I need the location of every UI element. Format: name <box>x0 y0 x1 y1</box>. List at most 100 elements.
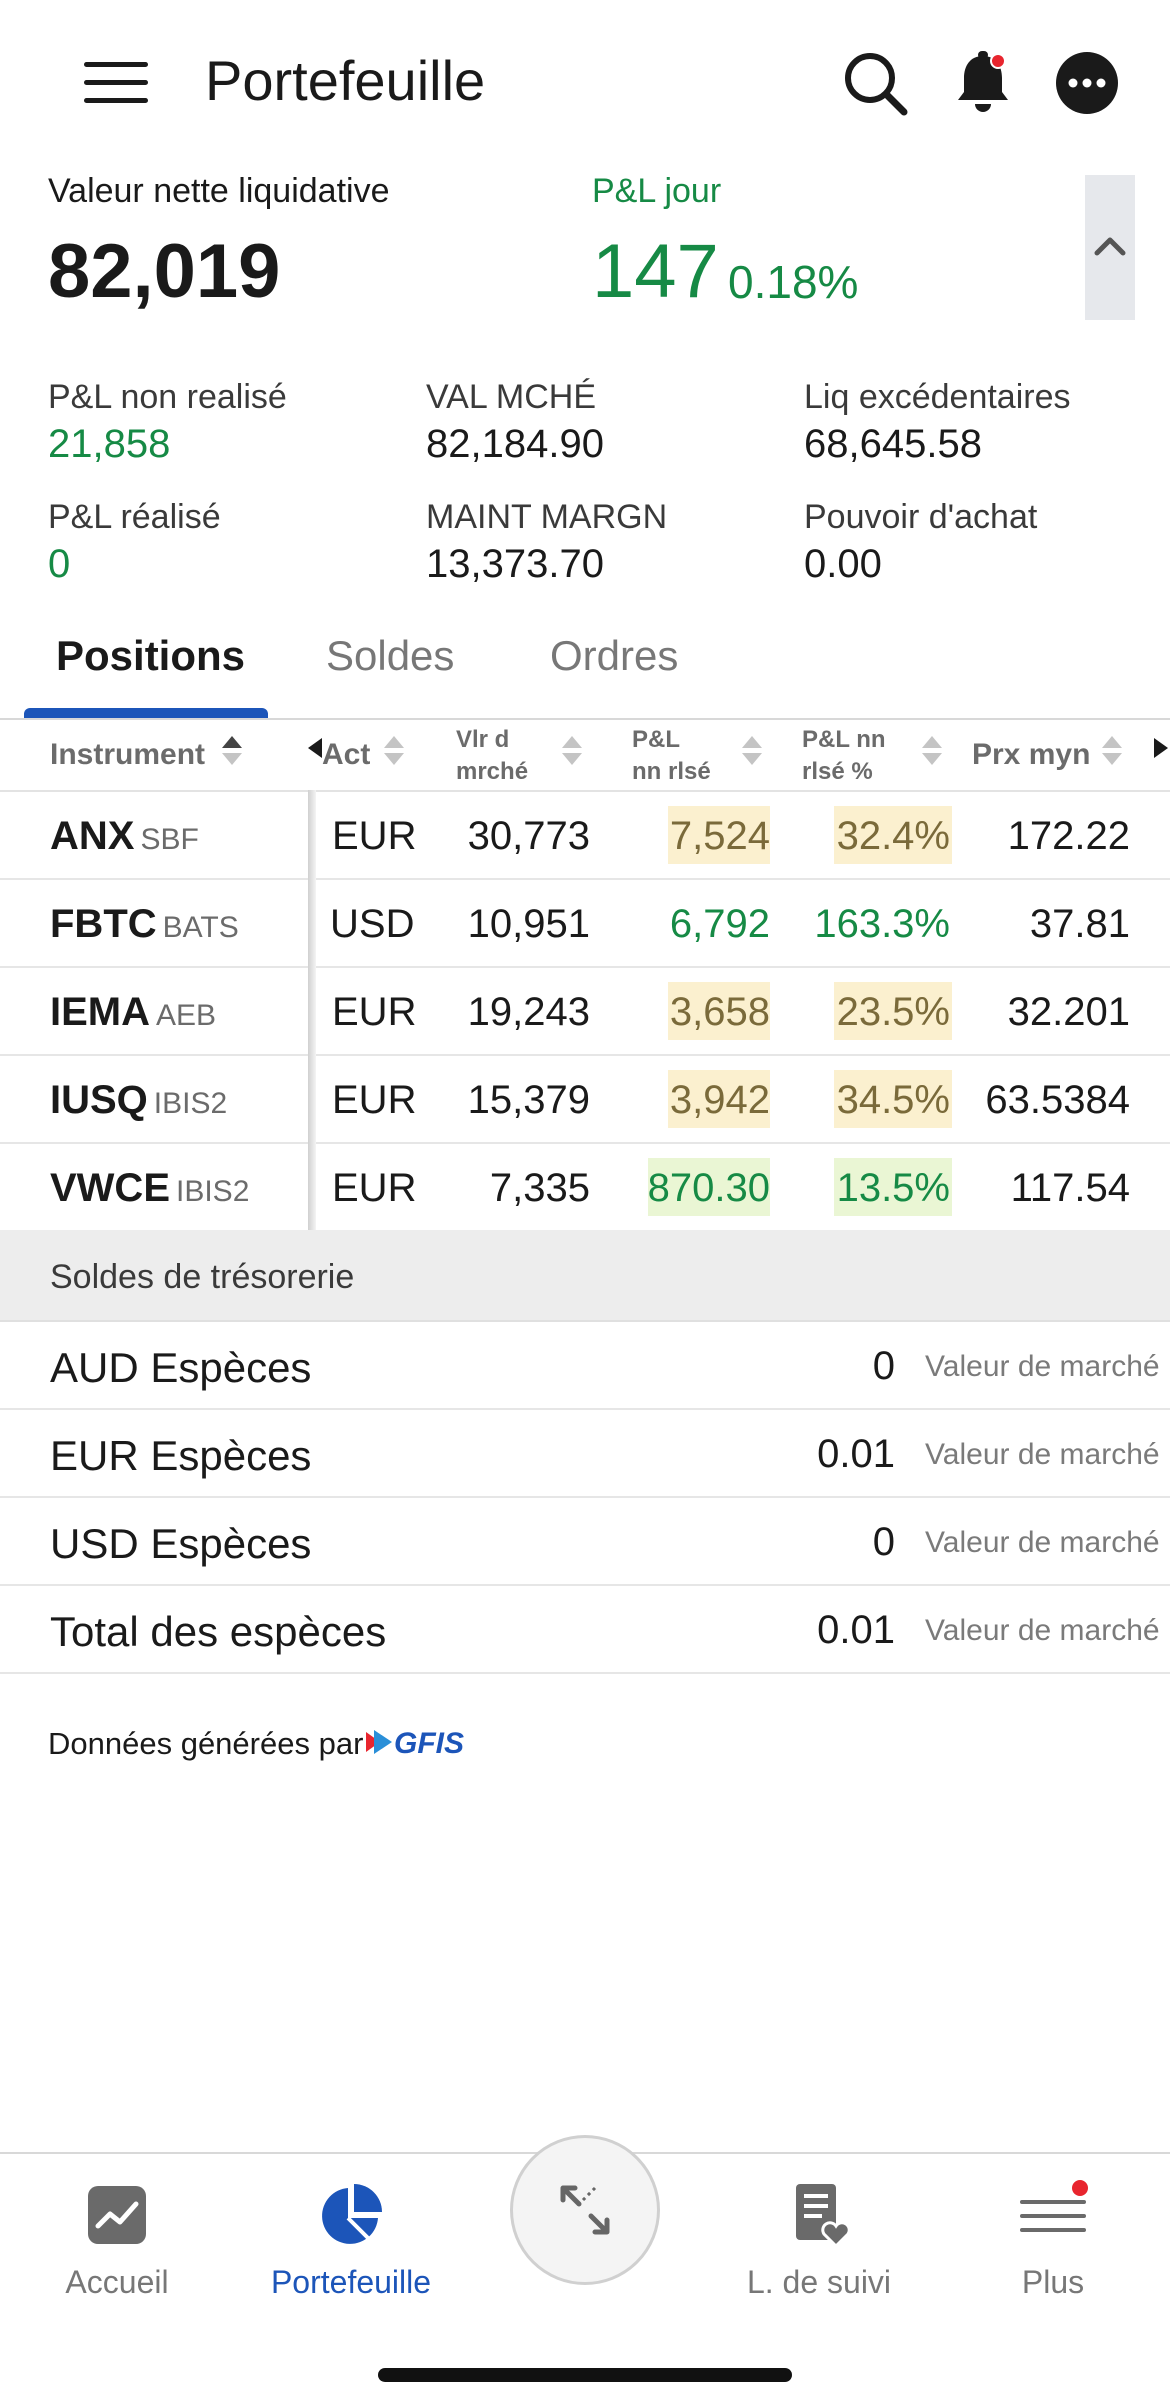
sort-unrealized-pl-icon[interactable] <box>742 736 762 766</box>
row-unrealized-pct: 34.5% <box>836 1078 950 1122</box>
cash-value: 0.01 <box>817 1608 895 1652</box>
svg-text:GFIS: GFIS <box>394 1727 464 1760</box>
expand-icon <box>560 2185 610 2235</box>
sort-unrealized-pct-icon[interactable] <box>922 736 942 766</box>
home-indicator <box>378 2368 792 2382</box>
positions-table-header: Instrument Act Vlr d mrché P&L nn rlsé P… <box>0 720 1170 792</box>
cash-market-value-label: Valeur de marché <box>925 1350 1160 1383</box>
row-symbol: VWCE IBIS2 <box>50 1166 250 1210</box>
more-options-icon[interactable] <box>1052 48 1122 118</box>
buying-power-value: 0.00 <box>804 542 882 586</box>
row-currency: EUR <box>332 990 417 1034</box>
nlv-value: 82,019 <box>48 229 281 314</box>
table-row[interactable]: IEMA AEB EUR 19,243 3,658 23.5% 32.201 <box>0 968 1170 1056</box>
row-unrealized-pl: 6,792 <box>669 902 770 946</box>
collapse-summary-button[interactable] <box>1085 175 1135 320</box>
row-symbol: FBTC BATS <box>50 902 239 946</box>
nav-accueil[interactable]: Accueil <box>0 2154 234 2314</box>
pl-day-value: 147 <box>592 229 719 314</box>
bell-icon[interactable] <box>948 48 1018 118</box>
menu-line <box>84 62 148 67</box>
row-avg-price: 63.5384 <box>985 1078 1130 1122</box>
frozen-column-divider <box>308 790 316 1230</box>
header-unrealized-pct-line2[interactable]: rlsé % <box>802 758 873 785</box>
row-symbol: IUSQ IBIS2 <box>50 1078 228 1122</box>
row-market-value: 7,335 <box>489 1166 590 1210</box>
row-unrealized-pl: 870.30 <box>647 1166 770 1210</box>
chart-icon <box>88 2186 146 2244</box>
row-avg-price: 172.22 <box>1007 814 1130 858</box>
row-market-value: 30,773 <box>467 814 590 858</box>
pct-highlight <box>834 982 952 1040</box>
table-row[interactable]: FBTC BATS USD 10,951 6,792 163.3% 37.81 <box>0 880 1170 968</box>
sort-market-value-icon[interactable] <box>562 736 582 766</box>
cash-row[interactable]: AUD Espèces 0 Valeur de marché <box>0 1322 1170 1410</box>
hamburger-menu-button[interactable] <box>80 58 152 106</box>
nav-portefeuille[interactable]: Portefeuille <box>234 2154 468 2314</box>
cash-row[interactable]: Total des espèces 0.01 Valeur de marché <box>0 1586 1170 1674</box>
header-unrealized-pl-line2[interactable]: nn rlsé <box>632 758 711 785</box>
cash-market-value-label: Valeur de marché <box>925 1438 1160 1471</box>
tab-soldes[interactable]: Soldes <box>326 632 455 679</box>
nav-watchlist[interactable]: L. de suivi <box>702 2154 936 2314</box>
scroll-left-icon[interactable] <box>308 738 322 758</box>
tab-positions[interactable]: Positions <box>56 632 246 679</box>
cash-value: 0 <box>872 1344 895 1388</box>
header-unrealized-pct-line1[interactable]: P&L nn <box>802 726 886 753</box>
sort-instrument-icon[interactable] <box>222 736 242 766</box>
cash-value: 0 <box>872 1520 895 1564</box>
cash-label: AUD Espèces <box>50 1344 312 1391</box>
menu-line <box>84 98 148 103</box>
cash-row[interactable]: EUR Espèces 0.01 Valeur de marché <box>0 1410 1170 1498</box>
table-row[interactable]: IUSQ IBIS2 EUR 15,379 3,942 34.5% 63.5384 <box>0 1056 1170 1144</box>
cash-row[interactable]: USD Espèces 0 Valeur de marché <box>0 1498 1170 1586</box>
nav-label: Plus <box>1021 2264 1085 2300</box>
sort-currency-icon[interactable] <box>384 736 404 766</box>
cash-label: USD Espèces <box>50 1520 312 1567</box>
nav-plus[interactable]: Plus <box>936 2154 1170 2314</box>
row-avg-price: 37.81 <box>1029 902 1130 946</box>
chevron-up-icon <box>1094 237 1126 256</box>
row-unrealized-pl: 3,658 <box>669 990 770 1034</box>
market-value-value: 82,184.90 <box>426 422 604 466</box>
expand-button[interactable] <box>510 2135 660 2285</box>
tab-ordres[interactable]: Ordres <box>550 632 679 679</box>
market-value-label: VAL MCHÉ <box>426 378 597 416</box>
pl-highlight <box>668 1070 770 1128</box>
row-avg-price: 117.54 <box>1010 1166 1130 1210</box>
nav-label: Accueil <box>65 2264 169 2300</box>
pct-highlight <box>834 806 952 864</box>
realized-pl-value: 0 <box>48 542 71 586</box>
header-instrument[interactable]: Instrument <box>50 738 206 771</box>
row-market-value: 15,379 <box>467 1078 590 1122</box>
row-unrealized-pct: 32.4% <box>836 814 950 858</box>
row-market-value: 10,951 <box>467 902 590 946</box>
menu-icon <box>1020 2180 1088 2232</box>
scroll-right-icon[interactable] <box>1154 738 1168 758</box>
row-symbol: IEMA AEB <box>50 990 217 1034</box>
header-market-value-line2[interactable]: mrché <box>456 758 529 785</box>
header-avg-price[interactable]: Prx myn <box>972 738 1091 771</box>
data-credit-text: Données générées par <box>48 1726 364 1761</box>
pl-day-percent: 0.18% <box>728 256 859 308</box>
cash-value: 0.01 <box>817 1432 895 1476</box>
search-icon[interactable] <box>840 48 910 118</box>
nav-label: Portefeuille <box>270 2264 432 2300</box>
header-unrealized-pl-line1[interactable]: P&L <box>632 726 680 753</box>
header-currency[interactable]: Act <box>322 738 371 771</box>
maint-margin-value: 13,373.70 <box>426 542 604 586</box>
table-row[interactable]: VWCE IBIS2 EUR 7,335 870.30 13.5% 117.54 <box>0 1144 1170 1232</box>
table-row[interactable]: ANX SBF EUR 30,773 7,524 32.4% 172.22 <box>0 792 1170 880</box>
sort-avg-price-icon[interactable] <box>1102 736 1122 766</box>
pl-highlight <box>668 806 770 864</box>
nlv-label: Valeur nette liquidative <box>48 172 390 210</box>
header-market-value-line1[interactable]: Vlr d <box>456 726 510 753</box>
watchlist-icon <box>796 2184 851 2249</box>
row-symbol: ANX SBF <box>50 814 199 858</box>
pl-day-label: P&L jour <box>592 172 722 210</box>
realized-pl-label: P&L réalisé <box>48 498 221 536</box>
pie-chart-icon <box>322 2184 382 2244</box>
cash-label: EUR Espèces <box>50 1432 312 1479</box>
unrealized-pl-value: 21,858 <box>48 422 171 466</box>
menu-line <box>84 80 148 85</box>
